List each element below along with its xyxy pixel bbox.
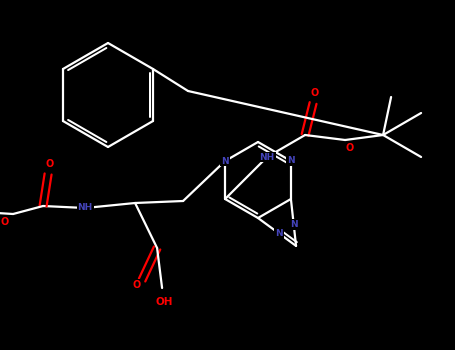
- Text: O: O: [133, 280, 141, 290]
- Text: O: O: [346, 143, 354, 153]
- Text: O: O: [1, 217, 9, 227]
- Text: NH: NH: [77, 203, 93, 212]
- Text: N: N: [290, 220, 298, 229]
- Text: O: O: [46, 159, 54, 169]
- Text: N: N: [221, 156, 229, 166]
- Text: O: O: [311, 88, 319, 98]
- Text: N: N: [275, 229, 283, 238]
- Text: OH: OH: [155, 297, 173, 307]
- Text: N: N: [287, 156, 295, 166]
- Text: NH: NH: [259, 153, 275, 161]
